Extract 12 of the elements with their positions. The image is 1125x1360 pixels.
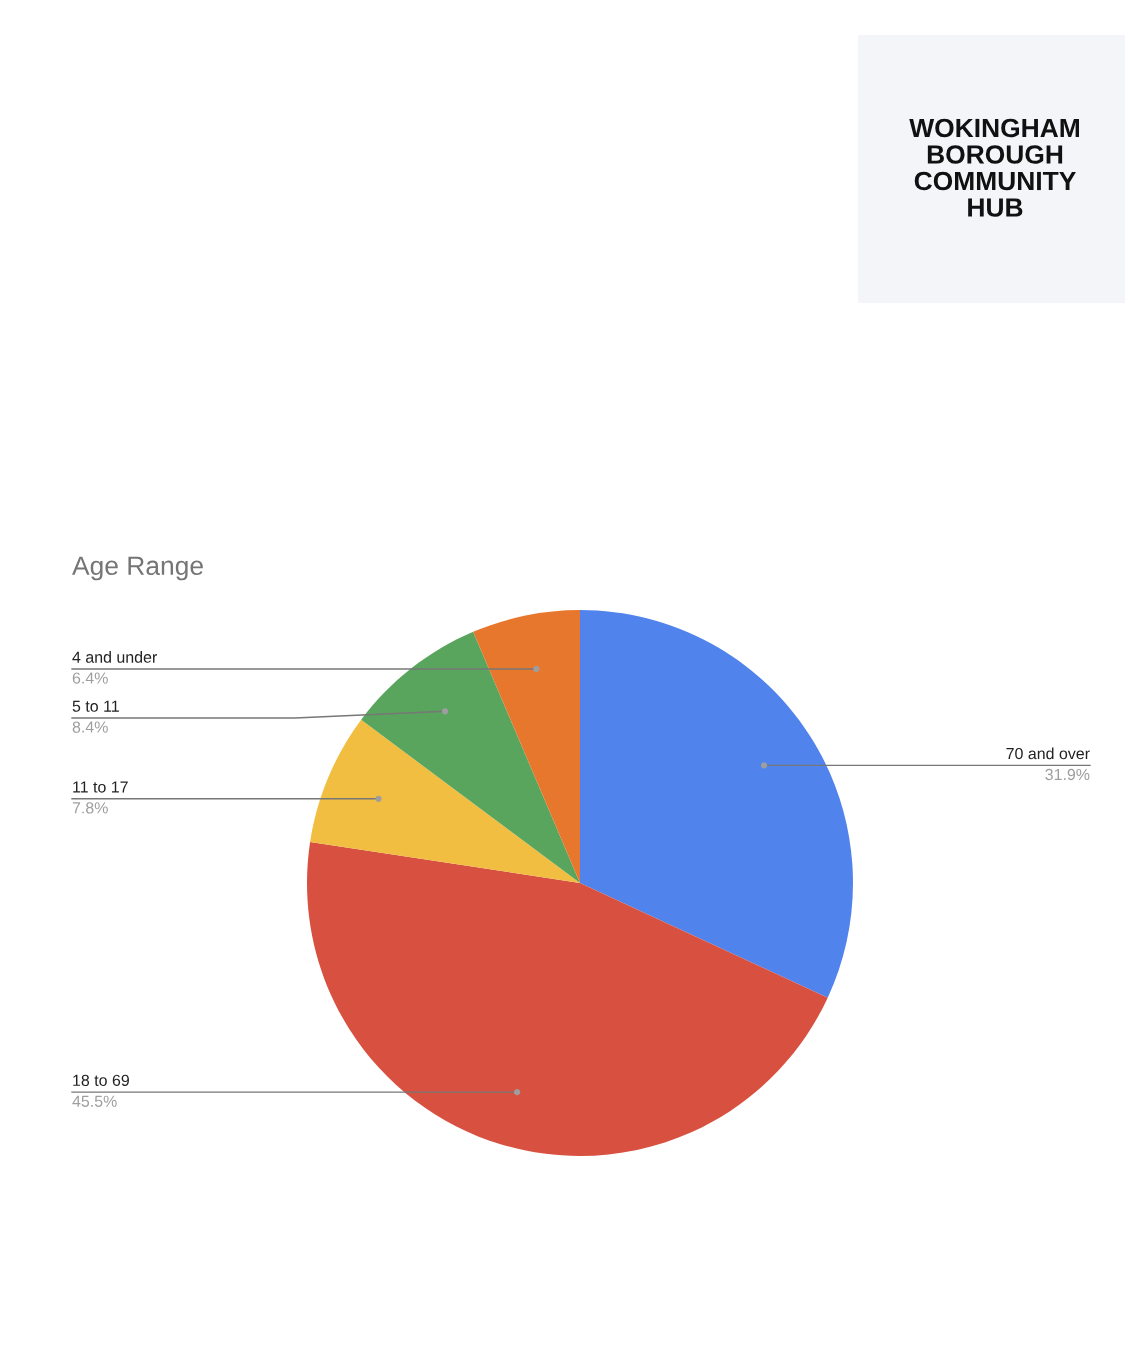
slice-label: 18 to 69 <box>73 1074 129 1086</box>
slice-label: 11 to 17 <box>73 781 128 793</box>
data-label: 8.4% <box>72 721 108 733</box>
slice-label: 5 to 11 <box>72 700 119 712</box>
slice-label: 70 and over <box>1006 747 1090 760</box>
data-label: 45.5% <box>72 1095 117 1107</box>
text: WOKINGHAM BOROUGH COMMUNITY HUB <box>909 118 1079 217</box>
data-label: 7.8% <box>72 802 108 814</box>
data-label: 31.9% <box>1045 768 1090 781</box>
slice-label: 4 and under <box>72 651 157 663</box>
chart-title: Age Range <box>72 556 203 581</box>
data-label: 6.4% <box>72 672 108 684</box>
